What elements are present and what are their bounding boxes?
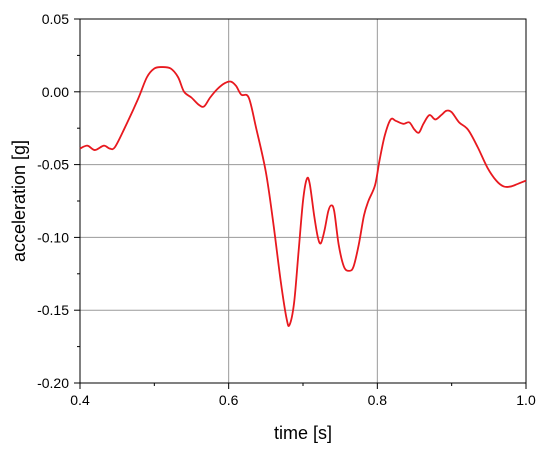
- series-line-0: [79, 66, 527, 327]
- grid-lines: [80, 19, 526, 383]
- x-tick-label: 0.4: [70, 392, 90, 408]
- x-tick-label: 1.0: [516, 392, 536, 408]
- x-tick-label: 0.8: [368, 392, 388, 408]
- y-tick-label: 0.00: [42, 84, 69, 100]
- y-tick-label: -0.10: [37, 229, 69, 245]
- y-tick-label: -0.20: [37, 375, 69, 391]
- y-axis-ticks: 0.05 0.00 -0.05 -0.10 -0.15 -0.20: [37, 11, 80, 391]
- y-tick-label: -0.15: [37, 302, 69, 318]
- minor-ticks: [77, 54, 453, 386]
- plot-frame: [79, 18, 527, 384]
- series-layer: [79, 66, 527, 327]
- x-axis-label: time [s]: [274, 423, 332, 443]
- x-tick-label: 0.6: [219, 392, 239, 408]
- y-axis-label: acceleration [g]: [9, 140, 29, 262]
- y-tick-label: -0.05: [37, 157, 69, 173]
- y-tick-label: 0.05: [42, 11, 69, 27]
- x-axis-ticks: 0.4 0.6 0.8 1.0: [70, 383, 536, 408]
